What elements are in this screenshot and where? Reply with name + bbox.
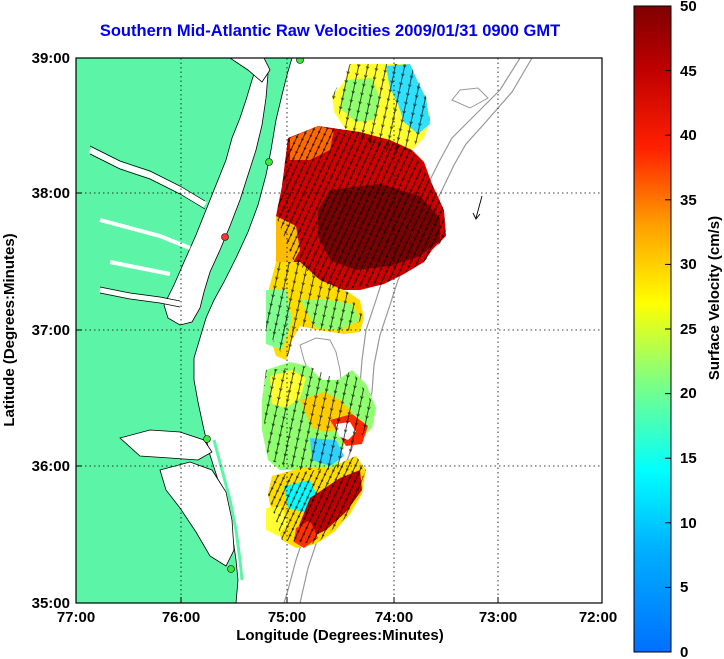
map-title: Southern Mid-Atlantic Raw Velocities 200… xyxy=(99,22,561,40)
colorbar-tick-label: 50 xyxy=(680,0,697,15)
colorbar-tick-label: 35 xyxy=(680,192,697,209)
y-axis-label: Latitude (Degrees:Minutes) xyxy=(1,233,18,426)
y-tick-label: 38:00 xyxy=(32,185,70,202)
velocity-field xyxy=(262,64,483,548)
york-river xyxy=(109,260,171,276)
colorbar-tick-label: 30 xyxy=(680,256,697,273)
outer-banks xyxy=(212,439,244,581)
radar-station-marker xyxy=(203,435,211,443)
grid-lines xyxy=(76,58,602,603)
albemarle-sound xyxy=(119,429,213,461)
radar-station-marker xyxy=(221,233,229,241)
x-tick-label: 73:00 xyxy=(479,609,517,626)
potomac-river xyxy=(88,147,207,208)
x-tick-label: 75:00 xyxy=(268,609,306,626)
pamlico-sound xyxy=(159,461,235,567)
james-river xyxy=(99,287,181,307)
delaware-bay xyxy=(229,58,271,83)
x-tick-label: 72:00 xyxy=(579,609,617,626)
radar-station-marker xyxy=(227,565,235,573)
y-tick-label: 39:00 xyxy=(32,50,70,67)
colorbar-tick-label: 40 xyxy=(680,127,697,144)
colorbar-tick-label: 20 xyxy=(680,385,697,402)
x-tick-label: 77:00 xyxy=(57,609,95,626)
x-axis-label: Longitude (Degrees:Minutes) xyxy=(236,627,444,644)
y-tick-label: 35:00 xyxy=(32,595,70,612)
colorbar-tick-label: 25 xyxy=(680,321,697,338)
colorbar-tick-label: 10 xyxy=(680,515,697,532)
x-tick-label: 74:00 xyxy=(375,609,413,626)
colorbar-tick-label: 0 xyxy=(680,644,688,659)
colorbar: 50 45 40 35 30 25 20 15 10 5 0 Surface V… xyxy=(633,0,723,659)
radar-station-marker xyxy=(296,58,304,64)
colorbar-label: Surface Velocity (cm/s) xyxy=(706,216,723,380)
y-tick-label: 37:00 xyxy=(32,322,70,339)
radar-station-marker xyxy=(265,158,273,166)
colorbar-tick-label: 45 xyxy=(680,63,697,80)
colorbar-tick-label: 15 xyxy=(680,450,697,467)
colorbar-tick-label: 5 xyxy=(680,579,688,596)
chesapeake-bay xyxy=(163,61,269,326)
x-tick-label: 76:00 xyxy=(162,609,200,626)
rappahannock-river xyxy=(99,218,191,250)
y-tick-label: 36:00 xyxy=(32,458,70,475)
